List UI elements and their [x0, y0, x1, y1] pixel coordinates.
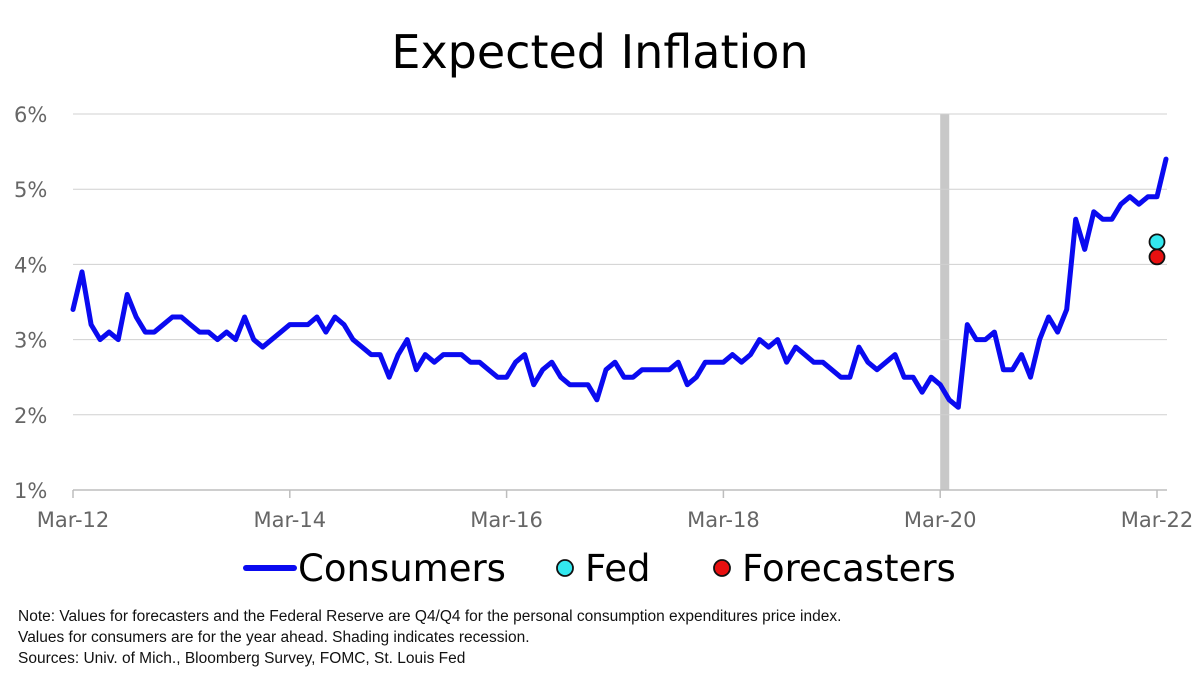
- y-tick-label: 2%: [14, 404, 47, 428]
- legend-swatch-forecasters: [713, 559, 731, 577]
- recession-shading: [940, 114, 950, 490]
- x-tick-label: Mar-16: [470, 508, 543, 532]
- y-tick-label: 5%: [14, 178, 47, 202]
- chart-title: Expected Inflation: [391, 25, 809, 79]
- note-line-3: Sources: Univ. of Mich., Bloomberg Surve…: [18, 650, 466, 667]
- data-point-forecasters: [1148, 248, 1166, 266]
- note-line-2: Values for consumers are for the year ah…: [18, 629, 530, 646]
- legend-label-consumers: Consumers: [298, 547, 506, 590]
- chart-legend: Consumers Fed Forecasters: [243, 547, 956, 590]
- chart-notes: Note: Values for forecasters and the Fed…: [18, 606, 841, 669]
- y-tick-label: 1%: [14, 479, 47, 503]
- x-tick-label: Mar-12: [37, 508, 110, 532]
- x-tick-label: Mar-22: [1121, 508, 1194, 532]
- line-chart: 1% 2% 3% 4% 5% 6% Mar-12 Mar-14 Mar-16 Mar-18 Mar-…: [14, 103, 1194, 590]
- data-point-fed: [1148, 233, 1166, 251]
- series-line-consumers: [70, 156, 1169, 410]
- y-tick-label: 4%: [14, 253, 47, 277]
- note-line-1: Note: Values for forecasters and the Fed…: [18, 608, 842, 625]
- legend-swatch-fed: [556, 559, 574, 577]
- x-tick-label: Mar-18: [687, 508, 760, 532]
- legend-label-fed: Fed: [585, 547, 651, 590]
- y-tick-label: 6%: [14, 103, 47, 127]
- x-tick-label: Mar-20: [904, 508, 977, 532]
- x-tick-label: Mar-14: [254, 508, 327, 532]
- y-tick-label: 3%: [14, 329, 47, 353]
- legend-label-forecasters: Forecasters: [742, 547, 956, 590]
